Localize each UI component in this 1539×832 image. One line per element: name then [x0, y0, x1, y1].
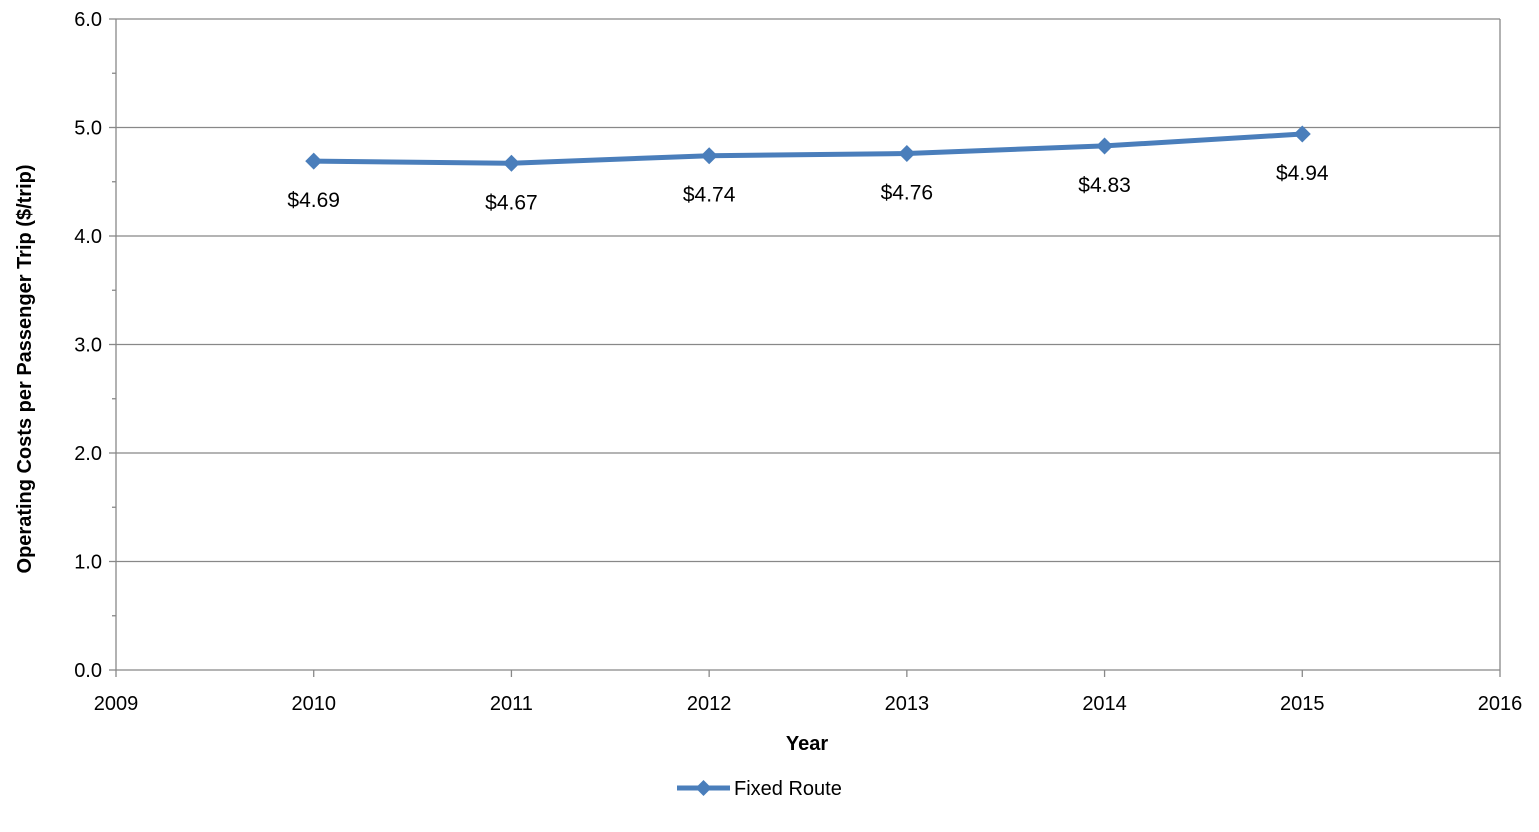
y-tick-label: 5.0: [74, 118, 102, 140]
series-fixed-route: [305, 125, 1311, 172]
data-point: [700, 147, 718, 165]
x-tick-label: 2012: [687, 693, 732, 715]
data-label: $4.94: [1276, 162, 1329, 185]
x-tick-label: 2009: [94, 693, 139, 715]
y-tick-label: 3.0: [74, 335, 102, 357]
y-tick-label: 4.0: [74, 226, 102, 248]
data-point: [1293, 125, 1311, 143]
data-label: $4.76: [881, 182, 934, 205]
x-tick-label: 2013: [885, 693, 930, 715]
y-tick-label: 6.0: [74, 9, 102, 31]
y-tick-label: 2.0: [74, 443, 102, 465]
data-label: $4.67: [485, 191, 538, 214]
x-tick-label: 2011: [490, 693, 533, 715]
data-label: $4.74: [683, 184, 736, 207]
x-tick-label: 2016: [1478, 693, 1523, 715]
y-tick-label: 0.0: [74, 660, 102, 682]
legend-label: Fixed Route: [734, 778, 842, 800]
x-tick-label: 2015: [1280, 693, 1325, 715]
data-point: [502, 154, 520, 172]
y-axis-title: Operating Costs per Passenger Trip ($/tr…: [14, 165, 36, 574]
data-point: [898, 145, 916, 163]
data-labels: $4.69 $4.67 $4.74 $4.76 $4.83 $4.94: [287, 162, 1328, 214]
data-point: [305, 152, 323, 170]
x-tick-label: 2014: [1082, 693, 1127, 715]
legend: Fixed Route: [677, 778, 842, 800]
series-line: [313, 131, 1303, 166]
gridlines: [116, 18, 1501, 670]
legend-marker: [695, 780, 712, 796]
y-tick-label: 1.0: [74, 552, 102, 574]
x-axis-title: Year: [786, 733, 828, 755]
data-label: $4.83: [1078, 174, 1131, 197]
data-point: [1096, 137, 1114, 155]
data-label: $4.69: [287, 189, 340, 212]
x-tick-label: 2010: [291, 693, 336, 715]
axes: 0.0 1.0 2.0 3.0 4.0 5.0 6.0 2009 2010 2011 2012 201…: [74, 9, 1522, 715]
